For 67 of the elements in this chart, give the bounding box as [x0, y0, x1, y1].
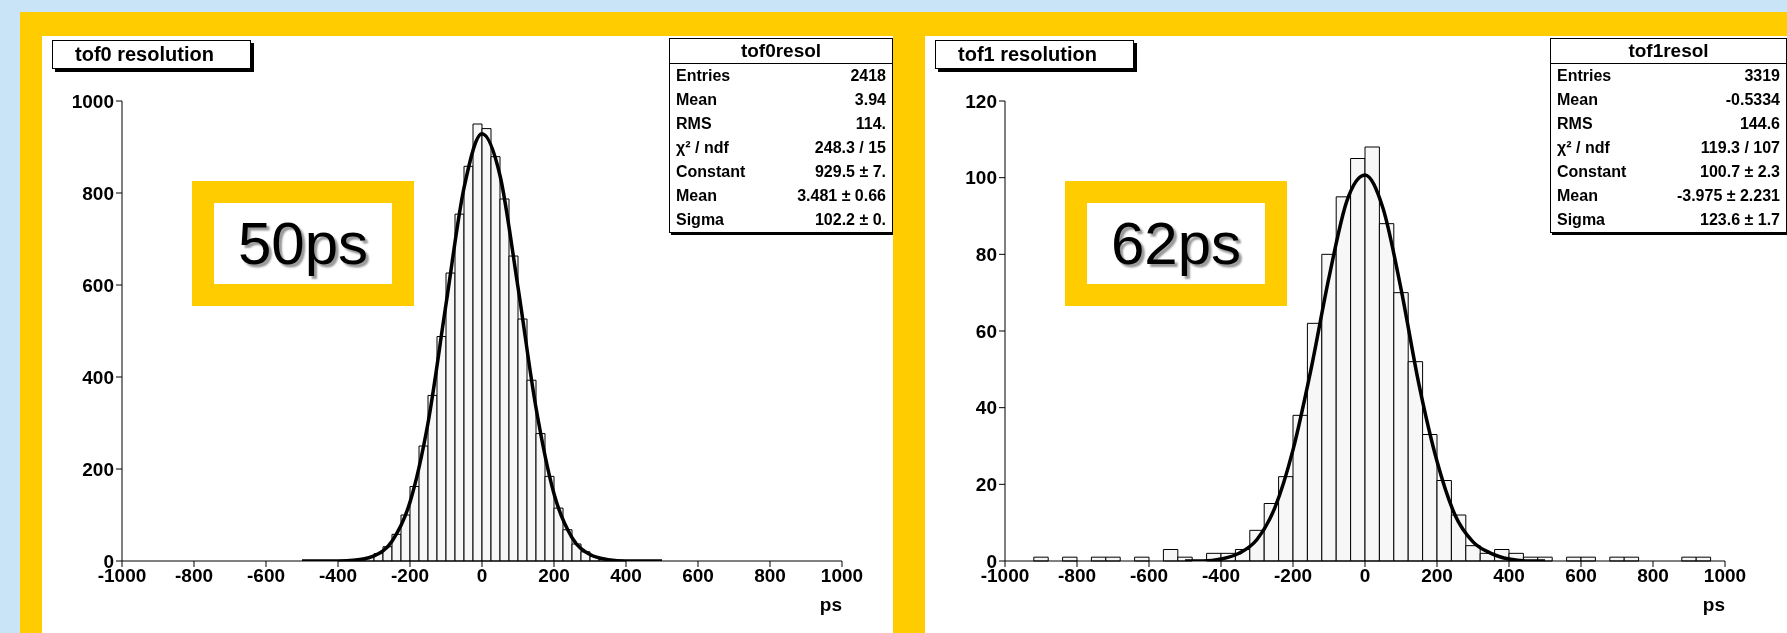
y-tick-label: 800: [82, 182, 114, 204]
x-tick-label: -800: [1057, 565, 1097, 587]
y-tick-label: 100: [965, 167, 997, 189]
x-tick-label: -600: [246, 565, 286, 587]
annotation: 50ps: [214, 203, 393, 284]
y-tick-label: 600: [82, 274, 114, 296]
text: 114.: [855, 114, 886, 134]
annotation: 123.6 ± 1.7: [1700, 210, 1780, 230]
y-tick-label: 120: [965, 90, 997, 112]
y-tick-label: 20: [975, 474, 997, 496]
x-tick-label: 400: [1493, 565, 1525, 587]
x-tick-label: 400: [610, 565, 642, 587]
annotation: 102.2 ± 0.: [814, 210, 886, 230]
annotation: Mean: [676, 90, 717, 110]
text: tof1resol: [1551, 39, 1786, 64]
annotation: 3.481 ± 0.66: [797, 186, 886, 206]
x-tick-label: 600: [682, 565, 714, 587]
annotation: 119.3 / 107: [1700, 138, 1780, 158]
text: tof0resol: [670, 39, 892, 64]
text: Entries: [1557, 66, 1612, 86]
x-tick-label: 800: [754, 565, 786, 587]
x-axis-title: ps: [1702, 594, 1725, 615]
text: -0.5334: [1725, 90, 1780, 110]
y-tick-label: 80: [975, 244, 997, 266]
x-tick-label: 600: [1565, 565, 1597, 587]
x-tick-label: -400: [318, 565, 358, 587]
x-tick-label: 0: [476, 565, 488, 587]
x-tick-label: 1000: [820, 565, 864, 587]
annotation: 100.7 ± 2.3: [1700, 162, 1780, 182]
y-tick-label: 40: [975, 397, 997, 419]
x-tick-label: -200: [390, 565, 430, 587]
x-tick-label: -200: [1273, 565, 1313, 587]
x-tick-label: 200: [538, 565, 570, 587]
text: 3.94: [854, 90, 886, 110]
annotation: Constant: [676, 162, 746, 182]
x-tick-label: 200: [1421, 565, 1453, 587]
chart-title: tof0 resolution: [52, 40, 251, 69]
x-tick-label: -800: [174, 565, 214, 587]
x-tick-label: -600: [1129, 565, 1169, 587]
text: 3319: [1744, 66, 1780, 86]
annotation: Sigma: [676, 210, 725, 230]
annotation: 248.3 / 15: [814, 138, 886, 158]
annotation: Mean: [1557, 186, 1598, 206]
y-tick-label: 400: [82, 366, 114, 388]
chart-title: tof1 resolution: [935, 40, 1134, 69]
x-tick-label: -400: [1201, 565, 1241, 587]
text: 144.6: [1739, 114, 1780, 134]
annotation: Constant: [1557, 162, 1627, 182]
annotation: RMS: [676, 114, 712, 134]
annotation: -3.975 ± 2.231: [1676, 186, 1780, 206]
x-tick-label: 0: [1359, 565, 1371, 587]
y-tick-label: 1000: [71, 90, 114, 112]
annotation: 929.5 ± 7.: [814, 162, 886, 182]
annotation: Sigma: [1557, 210, 1606, 230]
annotation: 62ps: [1087, 203, 1266, 284]
x-axis-title: ps: [819, 594, 842, 615]
text: Entries: [676, 66, 731, 86]
annotation: χ² / ndf: [676, 138, 729, 158]
annotation: RMS: [1557, 114, 1593, 134]
y-tick-label: 60: [975, 320, 997, 342]
x-tick-label: 1000: [1703, 565, 1747, 587]
annotation: Mean: [676, 186, 717, 206]
text: 2418: [850, 66, 886, 86]
y-tick-label: 200: [82, 458, 114, 480]
annotation: χ² / ndf: [1557, 138, 1610, 158]
annotation: Mean: [1557, 90, 1598, 110]
x-tick-label: 800: [1637, 565, 1669, 587]
